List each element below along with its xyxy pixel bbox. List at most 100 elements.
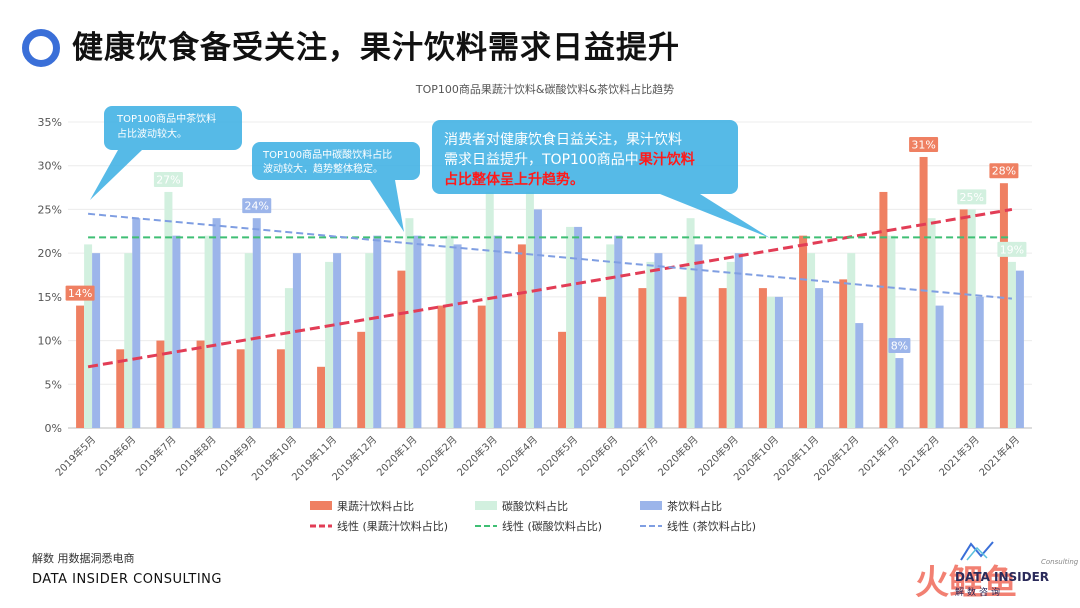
bar-carbonated [686, 218, 695, 428]
legend-swatch-juice [310, 501, 332, 510]
trendline-tea [87, 212, 1013, 300]
y-tick-label: 20% [38, 247, 62, 260]
x-tick-label: 2019年7月 [133, 433, 179, 479]
bar-carbonated [967, 209, 976, 428]
bar-juice [879, 191, 888, 428]
bar-juice [558, 331, 567, 428]
bar-tea [212, 218, 221, 428]
bar-carbonated [807, 253, 816, 428]
chart: TOP100商品果蔬汁饮料&碳酸饮料&茶饮料占比趋势 0% 5% 10% 15% 20% 2… [38, 82, 1032, 533]
legend-swatch-carbonated [475, 501, 497, 510]
brand-logo: Consulting DATA INSIDER 解数咨询 [955, 540, 1078, 600]
bar-tea [533, 209, 542, 428]
bar-tea [373, 235, 382, 428]
x-tick-label: 2020年8月 [655, 433, 701, 479]
callout-juice-box [432, 120, 738, 194]
bar-carbonated [525, 191, 534, 428]
bar-carbonated [847, 253, 856, 428]
callout-tea-tail [90, 150, 142, 200]
bar-tea [774, 296, 783, 428]
bar-tea [895, 358, 904, 428]
bar-juice [276, 349, 285, 428]
y-tick-label: 30% [38, 160, 62, 173]
callout-carbonated-box [252, 142, 420, 180]
callout-carbonated-tail [370, 180, 404, 232]
bar-juice [638, 288, 647, 428]
bar-juice [959, 209, 968, 428]
callout-carbonated-text: TOP100商品中碳酸饮料占比 [262, 148, 392, 161]
bar-tea [252, 218, 261, 428]
data-label-bg [989, 163, 1019, 179]
bar-juice [517, 244, 526, 428]
bar-tea [694, 244, 703, 428]
bar-juice [196, 340, 205, 428]
bar-carbonated [485, 191, 494, 428]
bar-juice [999, 183, 1008, 428]
data-label: 24% [245, 200, 269, 213]
bar-carbonated [325, 261, 334, 428]
bar-tea [734, 253, 743, 428]
bar-juice [357, 331, 366, 428]
x-tick-label: 2020年7月 [615, 433, 661, 479]
y-tick-label: 5% [45, 378, 62, 391]
bar-carbonated [284, 288, 293, 428]
bar-tea [453, 244, 462, 428]
bar-tea [92, 253, 101, 428]
data-label-bg [65, 285, 95, 301]
watermark-logo: 火鲤鱼 [915, 563, 1017, 603]
x-tick-label: 2021年2月 [896, 433, 942, 479]
brand-sub: Consulting [1041, 558, 1079, 566]
x-tick-label: 2019年8月 [173, 433, 219, 479]
data-label: 25% [960, 191, 984, 204]
x-tick-label: 2019年6月 [93, 433, 139, 479]
bar-juice [317, 366, 326, 428]
x-tick-label: 2020年6月 [575, 433, 621, 479]
bar-tea [172, 235, 181, 428]
bar-tea [413, 235, 422, 428]
x-tick-label: 2020年2月 [414, 433, 460, 479]
legend-swatch-tea [640, 501, 662, 510]
y-tick-label: 25% [38, 203, 62, 216]
data-label: 8% [891, 340, 908, 353]
bar-tea [654, 253, 663, 428]
bar-carbonated [365, 253, 374, 428]
bar-tea [614, 235, 623, 428]
bar-tea [493, 235, 502, 428]
bar-juice [919, 156, 928, 428]
data-label: 28% [992, 165, 1016, 178]
trendline-juice [87, 207, 1013, 369]
bar-carbonated [606, 244, 615, 428]
bar-juice [156, 340, 165, 428]
y-tick-label: 10% [38, 335, 62, 348]
bar-tea [574, 226, 583, 428]
legend-label: 茶饮料占比 [667, 499, 722, 513]
bar-carbonated [244, 253, 253, 428]
bar-carbonated [726, 261, 735, 428]
data-label: 27% [156, 173, 180, 186]
bar-carbonated [164, 191, 173, 428]
bar-juice [839, 279, 848, 428]
bar-carbonated [445, 235, 454, 428]
brand-mark-icon [960, 541, 994, 561]
x-tick-label: 2019年5月 [52, 433, 98, 479]
y-tick-label: 15% [38, 291, 62, 304]
bar-tea [132, 218, 141, 428]
data-label-bg [997, 241, 1027, 257]
bar-carbonated [405, 218, 414, 428]
footer-tagline: 解数 用数据洞悉电商 [32, 552, 135, 565]
bar-tea [855, 323, 864, 428]
callout-tea-text: TOP100商品中茶饮料 [116, 112, 216, 125]
callout-tea-box [104, 106, 242, 150]
bar-carbonated [566, 226, 575, 428]
bar-tea [975, 296, 984, 428]
bar-carbonated [204, 235, 213, 428]
bar-carbonated [124, 253, 133, 428]
bar-tea [1015, 270, 1024, 428]
x-tick-label: 2020年9月 [695, 433, 741, 479]
bar-tea [292, 253, 301, 428]
bar-juice [437, 305, 446, 428]
bar-carbonated [927, 218, 936, 428]
bar-carbonated [1007, 261, 1016, 428]
bar-juice [758, 288, 767, 428]
data-label-bg [957, 189, 987, 205]
